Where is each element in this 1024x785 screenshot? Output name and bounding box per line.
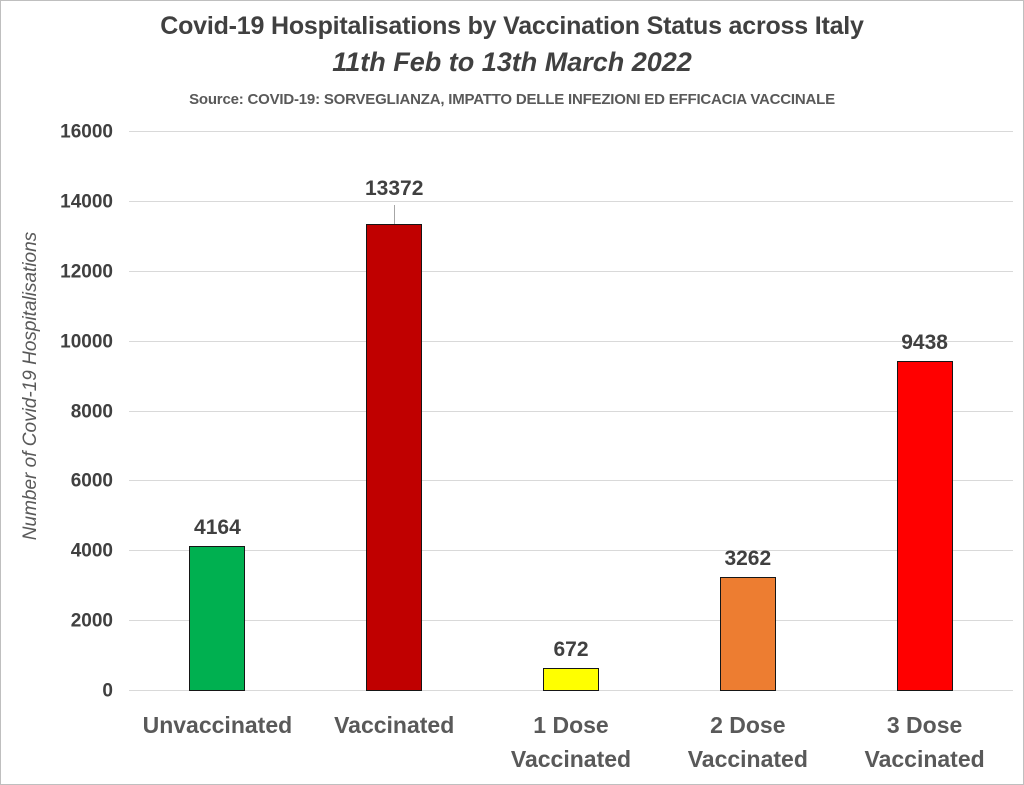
x-axis-label-1-dose-vaccinated: 1 Dose Vaccinated xyxy=(510,712,632,772)
bar-value-label-1-dose-vaccinated: 672 xyxy=(553,637,589,661)
plot-area: 4164 13372 672 3262 9438 xyxy=(129,131,1013,691)
bar-2-dose-vaccinated xyxy=(719,577,776,691)
x-axis-label-vaccinated: Vaccinated xyxy=(334,712,455,738)
bar-1-dose-vaccinated xyxy=(543,667,599,691)
gridline xyxy=(129,480,1013,482)
label-leader-line xyxy=(394,204,396,224)
bar-value-label-3-dose-vaccinated: 9438 xyxy=(901,331,948,355)
y-tick-label: 8000 xyxy=(70,401,113,422)
gridline xyxy=(129,200,1013,202)
y-tick-label: 6000 xyxy=(70,470,113,492)
bar-3-dose-vaccinated xyxy=(896,361,953,691)
y-tick-label: 14000 xyxy=(60,191,113,213)
bar-unvaccinated xyxy=(189,545,246,691)
gridline xyxy=(129,410,1013,412)
gridline xyxy=(129,620,1013,622)
gridline xyxy=(129,550,1013,552)
chart-source-note: Source: COVID-19: SORVEGLIANZA, IMPATTO … xyxy=(189,91,835,108)
x-axis-label-unvaccinated: Unvaccinated xyxy=(142,712,293,738)
x-axis-label-2-dose-vaccinated: 2 Dose Vaccinated xyxy=(687,712,808,772)
gridline xyxy=(129,131,1013,132)
gridline xyxy=(129,340,1013,342)
y-axis-tick-labels: 0 2000 4000 6000 8000 10000 12000 14000 16000 xyxy=(1,123,113,701)
bar-value-label-unvaccinated: 4164 xyxy=(194,515,241,539)
x-axis-category-labels: Unvaccinated Vaccinated 1 Dose Vaccinated 2… xyxy=(129,708,1013,780)
y-tick-label: 10000 xyxy=(60,331,113,353)
y-tick-label: 12000 xyxy=(60,261,113,283)
chart-title: Covid-19 Hospitalisations by Vaccination… xyxy=(160,12,864,40)
gridline xyxy=(129,270,1013,272)
bar-vaccinated xyxy=(366,223,423,691)
y-tick-label: 0 xyxy=(102,680,113,702)
bar-value-label-vaccinated: 13372 xyxy=(364,176,424,200)
y-tick-label: 16000 xyxy=(60,121,113,143)
y-tick-label: 2000 xyxy=(70,610,113,632)
y-tick-label: 4000 xyxy=(70,540,113,562)
x-axis-label-3-dose-vaccinated: 3 Dose Vaccinated xyxy=(864,712,985,772)
chart-subtitle: 11th Feb to 13th March 2022 xyxy=(332,47,692,77)
bar-value-label-2-dose-vaccinated: 3262 xyxy=(724,547,772,571)
